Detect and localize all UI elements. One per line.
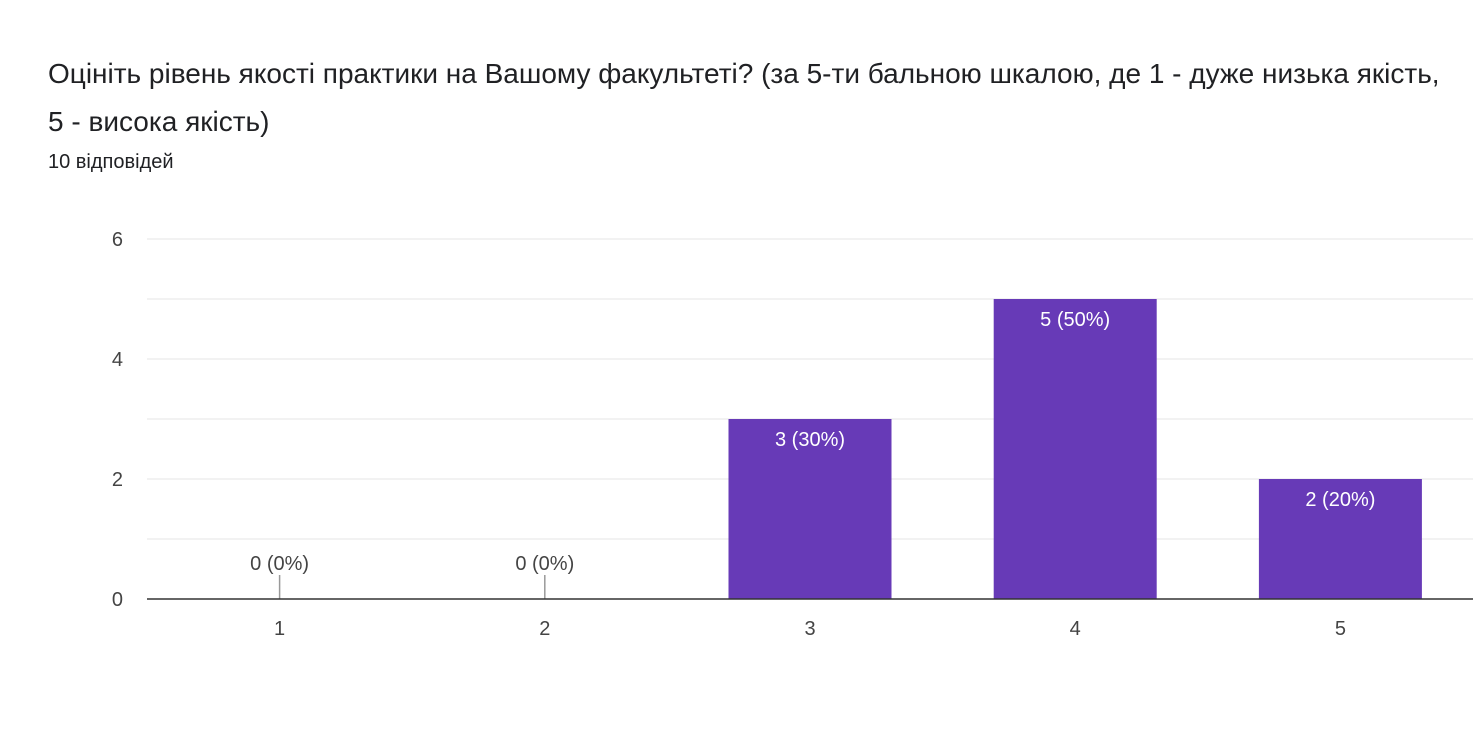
x-tick-label: 1 xyxy=(274,618,285,640)
y-tick-label: 6 xyxy=(112,229,123,251)
chart-title: Оцініть рівень якості практики на Вашому… xyxy=(48,58,1440,137)
bar xyxy=(728,419,892,599)
data-label: 2 (20%) xyxy=(1305,489,1375,511)
bar xyxy=(993,299,1157,599)
y-tick-label: 0 xyxy=(112,589,123,611)
x-tick-label: 4 xyxy=(1070,618,1081,640)
x-tick-label: 5 xyxy=(1335,618,1346,640)
data-label: 0 (0%) xyxy=(250,553,309,575)
data-label: 3 (30%) xyxy=(775,429,845,451)
y-tick-label: 4 xyxy=(112,349,123,371)
bar xyxy=(1258,479,1422,599)
x-tick-label: 2 xyxy=(539,618,550,640)
y-tick-label: 2 xyxy=(112,469,123,491)
response-count: 10 відповідей xyxy=(48,151,174,173)
data-label: 5 (50%) xyxy=(1040,309,1110,331)
x-tick-label: 3 xyxy=(804,618,815,640)
chart-header: Оцініть рівень якості практики на Вашому… xyxy=(48,50,1448,176)
data-label: 0 (0%) xyxy=(515,553,574,575)
